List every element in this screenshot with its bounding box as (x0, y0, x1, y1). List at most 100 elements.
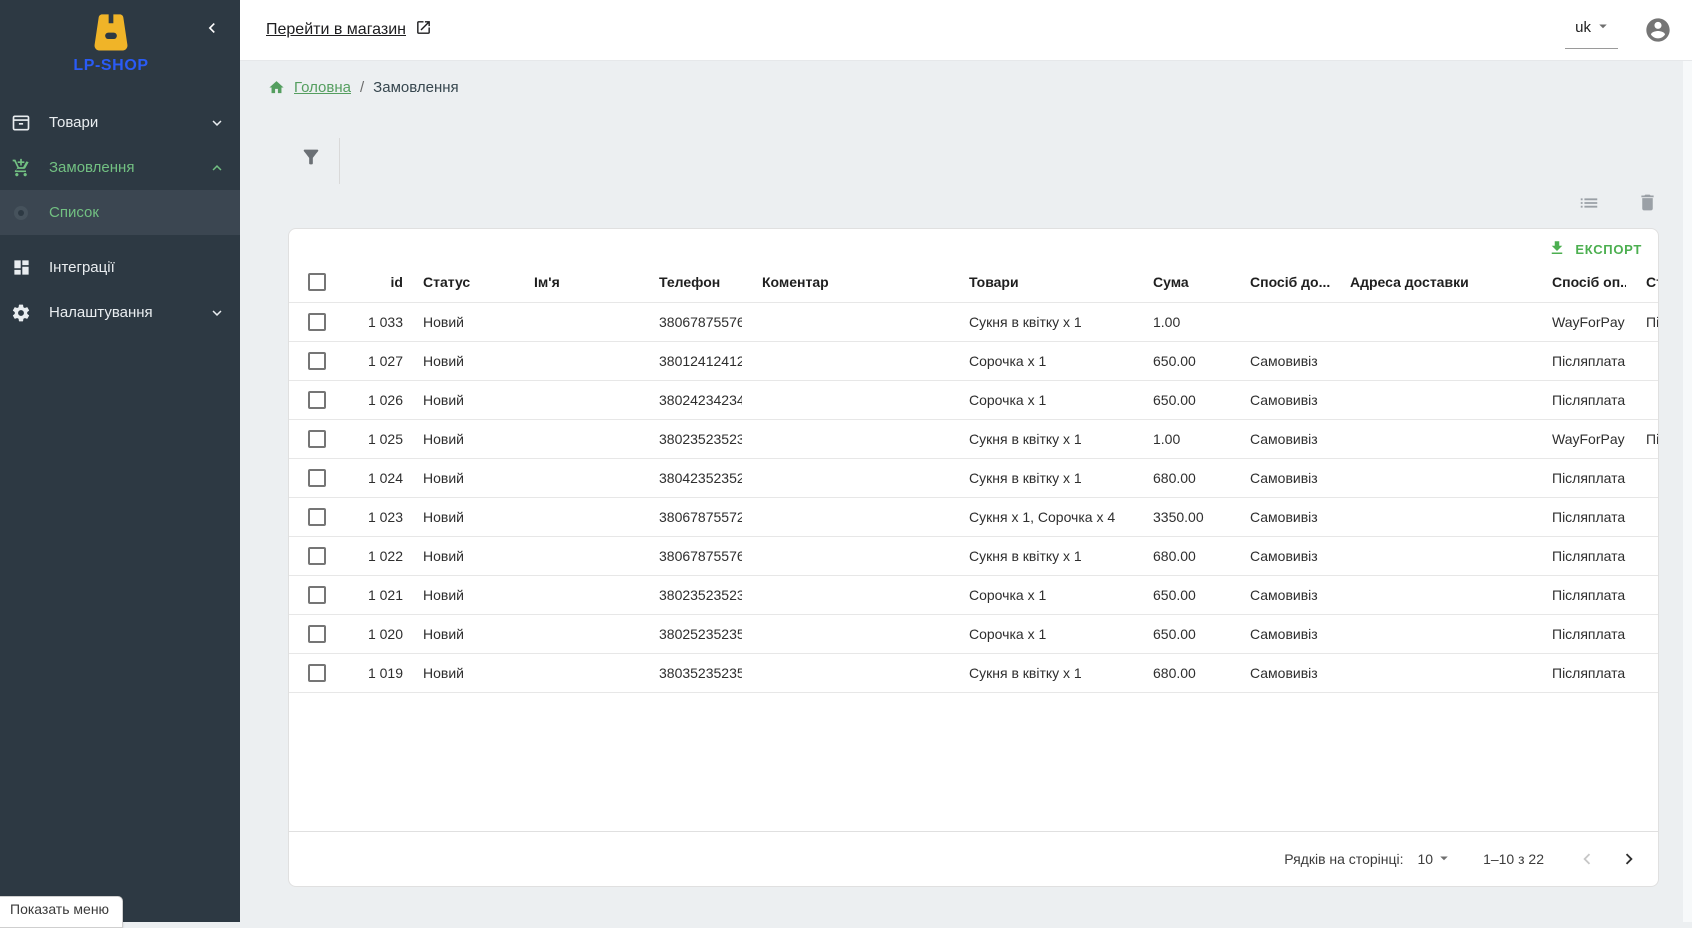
cell-pay_status (1626, 497, 1658, 537)
row-checkbox[interactable] (308, 546, 326, 565)
row-checkbox[interactable] (308, 507, 326, 526)
column-header-name[interactable]: Ім'я (514, 263, 639, 303)
row-checkbox[interactable] (308, 390, 326, 409)
chevron-down-icon (208, 114, 226, 132)
sidebar-item-settings[interactable]: Налаштування (0, 290, 240, 335)
cell-status: Новий (403, 497, 514, 537)
sidebar-item-products[interactable]: Товари (0, 100, 240, 145)
column-header-delivery[interactable]: Спосіб до... (1230, 263, 1330, 303)
bullet-icon (8, 205, 34, 220)
cell-status: Новий (403, 536, 514, 576)
cell-comment (742, 302, 949, 342)
chevron-up-icon (208, 159, 226, 177)
column-header-id[interactable]: id (341, 263, 403, 303)
cell-delivery (1230, 302, 1330, 342)
cell-id: 1 027 (341, 341, 403, 381)
cart-plus-icon (8, 158, 34, 178)
row-checkbox[interactable] (308, 585, 326, 604)
cell-products: Сукня в квітку x 1 (949, 536, 1133, 576)
cell-comment (742, 614, 949, 654)
next-page-button[interactable] (1616, 846, 1642, 872)
cell-status: Новий (403, 458, 514, 498)
sidebar-item-label: Інтеграції (49, 259, 115, 276)
home-icon (268, 79, 285, 96)
sidebar-collapse-button[interactable] (198, 16, 226, 44)
list-actions (1578, 194, 1658, 216)
app-logo[interactable]: LP-SHOP (0, 0, 222, 75)
cell-pay_status (1626, 536, 1658, 576)
rows-per-page-value: 10 (1417, 851, 1434, 867)
filter-button[interactable] (300, 146, 324, 170)
language-value: uk (1575, 19, 1591, 36)
cell-payment: WayForPay (1532, 419, 1626, 459)
cell-phone: 380124124124 (639, 341, 742, 381)
rows-per-page-select[interactable]: 10 (1418, 849, 1454, 870)
sidebar-item-orders-list[interactable]: Список (0, 190, 240, 235)
cell-payment: Післяплата (1532, 536, 1626, 576)
cell-sum: 650.00 (1133, 575, 1230, 615)
column-header-sum[interactable]: Сума (1133, 263, 1230, 303)
cell-products: Сукня в квітку x 1 (949, 653, 1133, 693)
row-checkbox[interactable] (308, 351, 326, 370)
breadcrumb-home-link[interactable]: Головна (294, 78, 351, 96)
cell-products: Сорочка x 1 (949, 380, 1133, 420)
column-header-address[interactable]: Адреса доставки (1330, 263, 1532, 303)
cell-comment (742, 341, 949, 381)
cell-name (514, 614, 639, 654)
filter-divider (339, 138, 340, 184)
cell-phone: 380235235235 (639, 419, 742, 459)
column-header-comment[interactable]: Коментар (742, 263, 949, 303)
delete-button[interactable] (1636, 194, 1658, 216)
cell-delivery: Самовивіз (1230, 536, 1330, 576)
cell-payment: Післяплата (1532, 458, 1626, 498)
cell-name (514, 380, 639, 420)
user-avatar[interactable] (1644, 16, 1672, 44)
cell-comment (742, 380, 949, 420)
sidebar-item-orders[interactable]: Замовлення (0, 145, 240, 190)
cell-comment (742, 575, 949, 615)
export-button[interactable]: ЕКСПОРТ (1538, 235, 1652, 264)
row-checkbox[interactable] (308, 468, 326, 487)
select-all-checkbox[interactable] (308, 273, 326, 292)
view-list-button[interactable] (1578, 194, 1600, 216)
cell-id: 1 026 (341, 380, 403, 420)
cell-status: Новий (403, 653, 514, 693)
column-header-products[interactable]: Товари (949, 263, 1133, 303)
column-header-status[interactable]: Статус (403, 263, 514, 303)
cell-id: 1 025 (341, 419, 403, 459)
row-checkbox[interactable] (308, 663, 326, 682)
cell-delivery: Самовивіз (1230, 497, 1330, 537)
language-select[interactable]: uk (1565, 12, 1618, 49)
go-to-shop-link[interactable]: Перейти в магазин (266, 19, 432, 41)
sidebar-item-integrations[interactable]: Інтеграції (0, 245, 240, 290)
cell-phone: 380678755722 (639, 497, 742, 537)
cell-name (514, 341, 639, 381)
gear-icon (8, 303, 34, 323)
column-header-payment-status[interactable]: Ст (1626, 263, 1658, 303)
column-header-payment[interactable]: Спосіб оп... (1532, 263, 1626, 303)
cell-name (514, 497, 639, 537)
breadcrumb-separator: / (360, 78, 365, 96)
column-header-phone[interactable]: Телефон (639, 263, 742, 303)
breadcrumb: Головна / Замовлення (240, 61, 1692, 113)
row-checkbox[interactable] (308, 624, 326, 643)
shopping-bag-logo-icon (94, 14, 128, 55)
show-menu-tooltip: Показать меню (0, 896, 124, 928)
row-checkbox[interactable] (308, 312, 326, 331)
download-icon (1548, 239, 1566, 260)
row-checkbox[interactable] (308, 429, 326, 448)
cell-id: 1 019 (341, 653, 403, 693)
scrollbar-track[interactable] (1683, 61, 1692, 922)
cell-id: 1 023 (341, 497, 403, 537)
cell-id: 1 021 (341, 575, 403, 615)
